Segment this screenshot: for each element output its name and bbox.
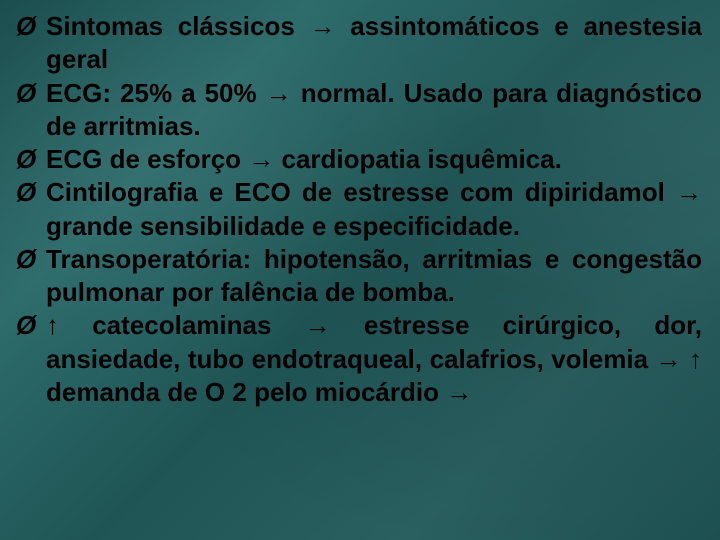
bullet-text: ECG de esforço → cardiopatia isquêmica. (46, 144, 562, 174)
bullet-list: Sintomas clássicos → assintomáticos e an… (14, 10, 702, 409)
bullet-text: ECG: 25% a 50% → normal. Usado para diag… (46, 78, 702, 141)
slide-container: Sintomas clássicos → assintomáticos e an… (0, 0, 720, 540)
list-item: Sintomas clássicos → assintomáticos e an… (14, 10, 702, 77)
list-item: ECG de esforço → cardiopatia isquêmica. (14, 143, 702, 176)
bullet-text: ↑ catecolaminas → estresse cirúrgico, do… (46, 310, 702, 407)
list-item: Cintilografia e ECO de estresse com dipi… (14, 176, 702, 243)
list-item: ECG: 25% a 50% → normal. Usado para diag… (14, 77, 702, 144)
list-item: Transoperatória: hipotensão, arritmias e… (14, 243, 702, 310)
bullet-text: Sintomas clássicos → assintomáticos e an… (46, 11, 702, 74)
bullet-text: Transoperatória: hipotensão, arritmias e… (46, 244, 702, 307)
bullet-text: Cintilografia e ECO de estresse com dipi… (46, 177, 702, 240)
list-item: ↑ catecolaminas → estresse cirúrgico, do… (14, 309, 702, 409)
